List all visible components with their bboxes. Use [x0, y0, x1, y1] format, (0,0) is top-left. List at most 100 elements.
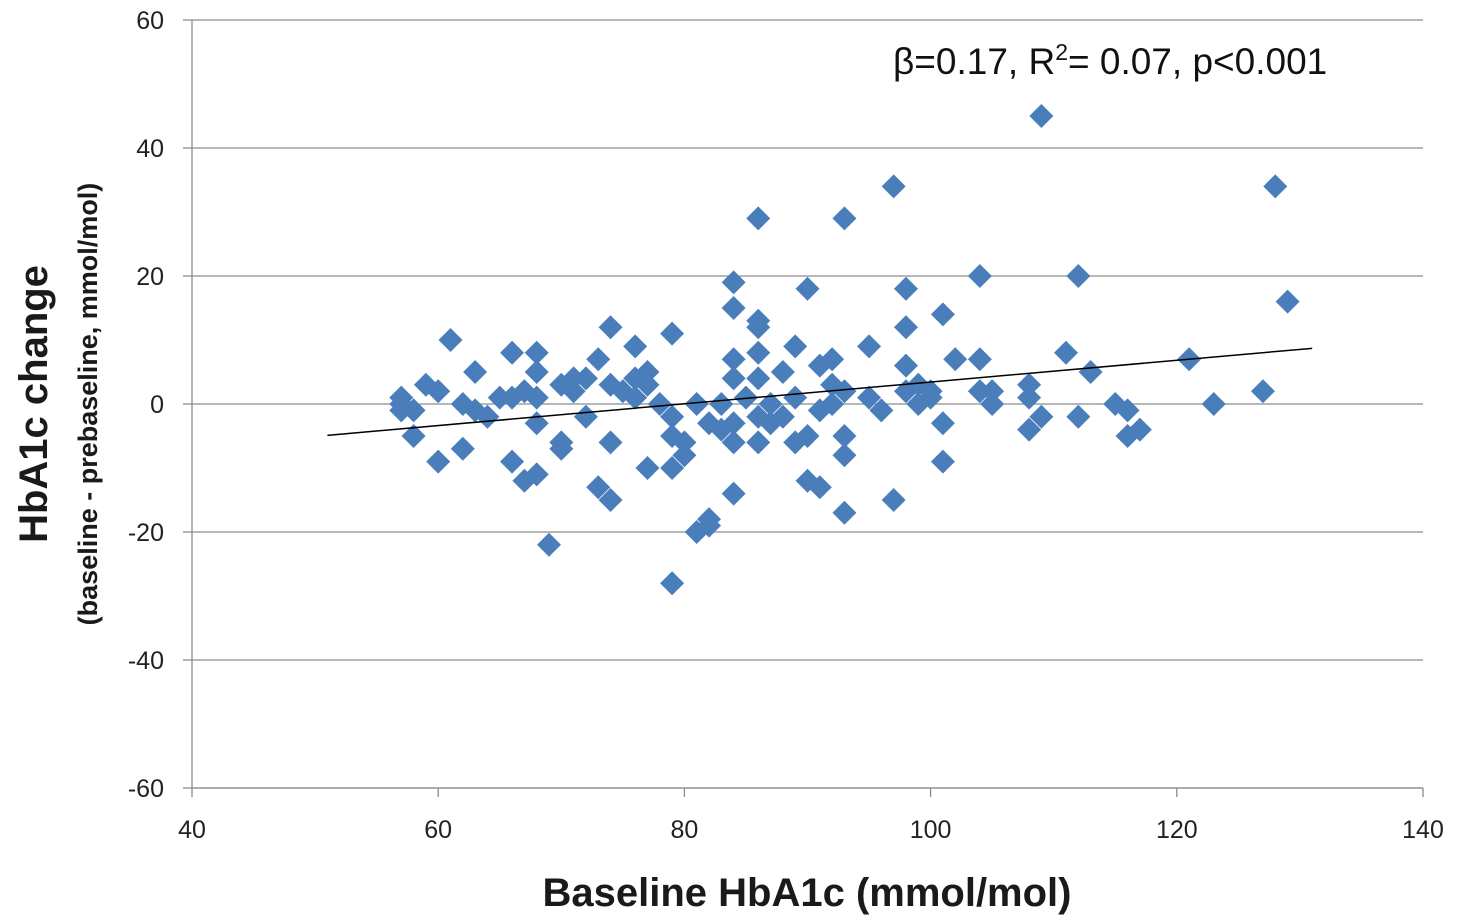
- data-point: [463, 360, 488, 384]
- data-point: [1078, 360, 1103, 384]
- y-tick-label: 0: [150, 391, 164, 419]
- grid-lines: [192, 19, 1423, 789]
- y-tick-label: 20: [136, 263, 164, 291]
- data-point: [881, 488, 906, 512]
- data-point: [389, 398, 414, 423]
- data-point: [536, 532, 561, 557]
- data-point: [820, 347, 845, 372]
- data-point: [475, 404, 500, 429]
- data-point: [721, 481, 746, 506]
- data-point: [684, 392, 709, 416]
- data-point: [1201, 392, 1226, 416]
- x-tick-label: 100: [910, 816, 952, 844]
- x-tick-label: 120: [1156, 816, 1198, 844]
- data-point: [524, 385, 549, 410]
- data-point: [746, 366, 771, 391]
- y-tick-label: -20: [128, 519, 164, 547]
- x-tick-label: 40: [178, 816, 206, 844]
- data-point: [1263, 174, 1288, 199]
- data-point: [746, 206, 771, 231]
- data-point: [721, 270, 746, 295]
- y-tick-label: -40: [128, 647, 164, 675]
- data-point: [832, 379, 857, 404]
- data-point: [524, 340, 549, 365]
- data-point: [709, 392, 734, 416]
- data-point: [1054, 340, 1079, 365]
- trend-line: [327, 347, 1313, 437]
- x-tick-label: 60: [424, 816, 452, 844]
- data-point: [930, 302, 955, 327]
- data-point: [893, 353, 918, 378]
- data-point: [623, 385, 648, 410]
- data-point: [586, 347, 611, 372]
- data-point: [807, 475, 832, 500]
- data-point: [746, 340, 771, 365]
- data-point: [758, 392, 783, 416]
- data-point: [598, 430, 623, 455]
- data-point: [967, 379, 992, 404]
- axes: [183, 19, 1424, 797]
- data-point: [967, 347, 992, 372]
- data-point: [1275, 289, 1300, 314]
- data-point: [1115, 398, 1140, 423]
- data-point: [770, 404, 795, 429]
- data-point: [1017, 372, 1042, 397]
- data-point: [930, 449, 955, 474]
- data-point: [1250, 379, 1275, 404]
- data-point: [524, 411, 549, 436]
- data-point: [672, 430, 697, 455]
- data-point: [746, 430, 771, 455]
- data-point: [857, 385, 882, 410]
- data-point: [795, 276, 820, 301]
- data-point: [783, 385, 808, 410]
- data-point: [524, 462, 549, 487]
- data-point: [918, 385, 943, 410]
- data-point: [586, 475, 611, 500]
- data-point: [857, 334, 882, 359]
- data-point: [832, 500, 857, 525]
- data-point: [770, 360, 795, 384]
- data-point: [820, 392, 845, 416]
- data-point: [721, 296, 746, 320]
- data-point: [561, 366, 586, 391]
- data-point: [721, 366, 746, 391]
- data-point: [832, 424, 857, 448]
- data-point: [881, 174, 906, 199]
- data-point: [795, 424, 820, 448]
- data-point: [980, 392, 1005, 416]
- data-point: [438, 328, 463, 352]
- data-point: [980, 379, 1005, 404]
- data-point: [573, 366, 598, 391]
- data-point: [1029, 404, 1054, 429]
- y-axis-subtitle: (baseline - prebaseline, mmol/mol): [73, 183, 103, 626]
- data-point: [1127, 417, 1152, 442]
- data-point: [487, 385, 512, 410]
- data-point: [660, 571, 685, 596]
- annotation-prefix: β=0.17, R: [893, 41, 1055, 82]
- data-point: [746, 315, 771, 340]
- data-point: [647, 392, 672, 416]
- data-point: [524, 360, 549, 384]
- data-point: [635, 360, 660, 384]
- x-axis-title: Baseline HbA1c (mmol/mol): [542, 871, 1071, 915]
- data-point: [721, 430, 746, 455]
- data-point: [500, 340, 525, 365]
- data-point: [401, 424, 426, 448]
- data-point: [549, 436, 574, 461]
- data-point: [623, 334, 648, 359]
- data-point: [672, 443, 697, 468]
- data-point: [1029, 104, 1054, 128]
- data-point: [697, 513, 722, 538]
- data-point: [832, 206, 857, 231]
- data-point: [967, 264, 992, 288]
- annotation-suffix: = 0.07, p<0.001: [1068, 41, 1327, 82]
- data-point: [930, 411, 955, 436]
- data-point: [561, 379, 586, 404]
- data-point: [893, 315, 918, 340]
- data-point: [733, 385, 758, 410]
- data-point: [500, 449, 525, 474]
- y-axis-title-group: HbA1c change: [12, 265, 56, 543]
- data-point: [450, 436, 475, 461]
- data-points: [389, 104, 1300, 596]
